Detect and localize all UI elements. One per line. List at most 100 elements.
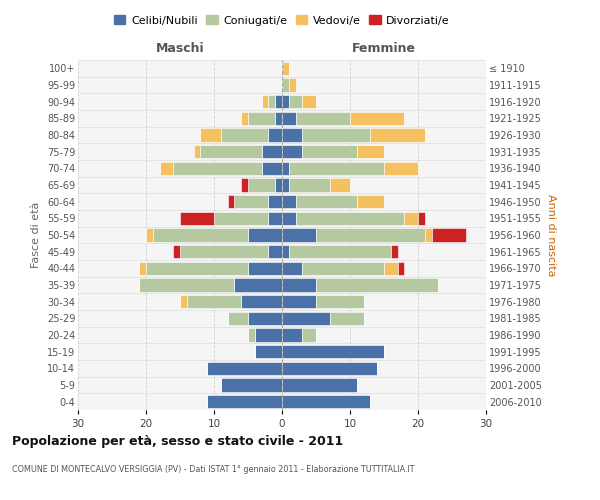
Bar <box>282 112 296 125</box>
Bar <box>248 328 255 342</box>
Bar <box>404 212 418 225</box>
Bar <box>207 362 282 375</box>
Bar <box>357 145 384 158</box>
Bar <box>391 245 398 258</box>
Bar <box>262 145 282 158</box>
Y-axis label: Fasce di età: Fasce di età <box>31 202 41 268</box>
Bar <box>282 228 316 241</box>
Bar <box>289 78 296 92</box>
Bar <box>248 112 275 125</box>
Bar <box>289 245 391 258</box>
Bar <box>431 228 466 241</box>
Bar <box>235 195 268 208</box>
Bar <box>296 212 404 225</box>
Bar <box>227 312 248 325</box>
Bar <box>160 162 173 175</box>
Bar <box>268 195 282 208</box>
Text: COMUNE DI MONTECALVO VERSIGGIA (PV) - Dati ISTAT 1° gennaio 2011 - Elaborazione : COMUNE DI MONTECALVO VERSIGGIA (PV) - Da… <box>12 465 415 474</box>
Bar <box>282 395 370 408</box>
Bar <box>282 128 302 141</box>
Bar <box>248 178 275 192</box>
Bar <box>282 345 384 358</box>
Text: Maschi: Maschi <box>155 42 205 55</box>
Bar <box>418 212 425 225</box>
Bar <box>275 178 282 192</box>
Bar <box>241 112 248 125</box>
Bar <box>282 362 377 375</box>
Bar <box>302 328 316 342</box>
Bar <box>248 262 282 275</box>
Bar <box>248 312 282 325</box>
Bar <box>329 178 350 192</box>
Bar <box>316 278 439 291</box>
Bar <box>398 262 404 275</box>
Bar <box>302 262 384 275</box>
Bar <box>302 145 357 158</box>
Bar <box>289 178 329 192</box>
Bar <box>146 262 248 275</box>
Bar <box>357 195 384 208</box>
Y-axis label: Anni di nascita: Anni di nascita <box>545 194 556 276</box>
Bar <box>282 78 289 92</box>
Bar <box>282 295 316 308</box>
Bar <box>139 278 235 291</box>
Bar <box>282 328 302 342</box>
Bar <box>282 178 289 192</box>
Bar <box>268 245 282 258</box>
Bar <box>282 278 316 291</box>
Bar <box>275 95 282 108</box>
Bar <box>173 162 262 175</box>
Bar <box>282 245 289 258</box>
Bar <box>255 328 282 342</box>
Bar <box>194 145 200 158</box>
Bar <box>248 228 282 241</box>
Bar <box>214 212 268 225</box>
Bar <box>173 245 180 258</box>
Bar <box>282 378 357 392</box>
Bar <box>227 195 235 208</box>
Text: Femmine: Femmine <box>352 42 416 55</box>
Bar <box>282 145 302 158</box>
Bar <box>384 162 418 175</box>
Bar <box>268 128 282 141</box>
Bar <box>268 95 275 108</box>
Bar <box>282 212 296 225</box>
Bar <box>153 228 248 241</box>
Bar <box>180 212 214 225</box>
Bar <box>282 262 302 275</box>
Bar <box>289 162 384 175</box>
Bar <box>316 295 364 308</box>
Bar <box>275 112 282 125</box>
Bar <box>200 128 221 141</box>
Bar <box>200 145 262 158</box>
Bar <box>221 128 268 141</box>
Bar <box>316 228 425 241</box>
Bar <box>370 128 425 141</box>
Bar <box>221 378 282 392</box>
Bar <box>329 312 364 325</box>
Bar <box>262 162 282 175</box>
Bar <box>282 95 289 108</box>
Bar <box>255 345 282 358</box>
Bar <box>302 128 370 141</box>
Bar <box>282 162 289 175</box>
Bar <box>282 62 289 75</box>
Bar <box>282 195 296 208</box>
Bar <box>180 245 268 258</box>
Bar <box>146 228 153 241</box>
Bar <box>241 295 282 308</box>
Bar <box>139 262 146 275</box>
Bar <box>302 95 316 108</box>
Bar <box>268 212 282 225</box>
Bar <box>282 312 329 325</box>
Bar <box>235 278 282 291</box>
Bar <box>207 395 282 408</box>
Bar <box>296 112 350 125</box>
Bar <box>180 295 187 308</box>
Legend: Celibi/Nubili, Coniugati/e, Vedovi/e, Divorziati/e: Celibi/Nubili, Coniugati/e, Vedovi/e, Di… <box>110 10 454 30</box>
Bar <box>241 178 248 192</box>
Text: Popolazione per età, sesso e stato civile - 2011: Popolazione per età, sesso e stato civil… <box>12 435 343 448</box>
Bar <box>384 262 398 275</box>
Bar <box>289 95 302 108</box>
Bar <box>187 295 241 308</box>
